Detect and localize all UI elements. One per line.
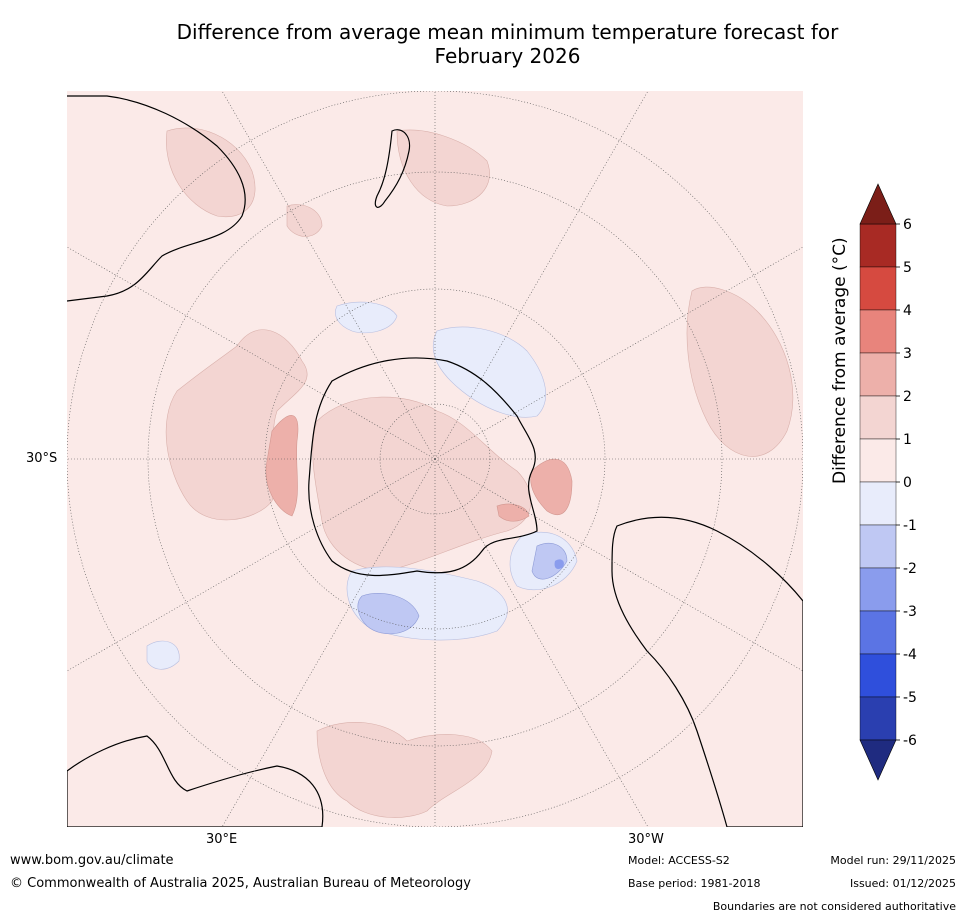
title-line-2: February 2026: [434, 44, 581, 68]
anomaly-region-antarctic-plateau: [312, 396, 532, 572]
footer-model: Model: ACCESS-S2: [628, 854, 730, 867]
colorbar-tick-label: 3: [903, 346, 912, 362]
anomaly-region-pacific: [396, 129, 490, 207]
colorbar-segment: [859, 266, 897, 311]
anomaly-region-antarctic-coast-west: [265, 415, 299, 517]
colorbar-segment: [859, 524, 897, 569]
anomaly-region-kerguelen: [357, 593, 420, 635]
map-title: Difference from average mean minimum tem…: [60, 20, 955, 68]
colorbar-segment: [859, 481, 897, 526]
south-america-coastline: [611, 516, 803, 827]
colorbar-title: Difference from average (°C): [830, 237, 850, 484]
lat-circle-45s: [147, 171, 723, 747]
colorbar-segment: [859, 610, 897, 655]
colorbar-segment: [859, 223, 897, 268]
anomaly-region-tasman: [166, 127, 256, 218]
anomaly-region-cold-core: [554, 559, 564, 569]
colorbar-segment: [859, 352, 897, 397]
colorbar-under-arrow: [859, 739, 897, 781]
lon-line-30w: [434, 458, 649, 827]
colorbar-ticks: 6 5 4 3 2 1 0 -1 -2 -3 -4 -5 -6: [896, 217, 917, 749]
colorbar-over-arrow: [859, 183, 897, 225]
lon-line-150e: [221, 91, 436, 460]
colorbar-segment: [859, 653, 897, 698]
colorbar-tick-label: 6: [903, 217, 912, 233]
lat-label-30s: 30°S: [26, 451, 58, 466]
anomaly-region-south-atlantic-core: [531, 542, 568, 580]
colorbar-tick-label: 0: [903, 475, 912, 491]
anomaly-region-indian-small: [146, 640, 180, 670]
colorbar-tick-label: -2: [903, 561, 917, 577]
africa-coastline: [67, 735, 324, 827]
colorbar-segment: [859, 567, 897, 612]
anomaly-region-atlantic: [686, 286, 794, 457]
colorbar-segment: [859, 395, 897, 440]
colorbar-segment: [859, 309, 897, 354]
anomaly-region-drake: [530, 458, 573, 516]
lon-label-30e: 30°E: [206, 832, 238, 847]
lat-circle-60s: [264, 288, 606, 630]
title-line-1: Difference from average mean minimum tem…: [176, 20, 839, 44]
colorbar-tick-label: 2: [903, 389, 912, 405]
colorbar-segment: [859, 696, 897, 741]
footer-url[interactable]: www.bom.gov.au/climate: [10, 853, 174, 868]
lon-line-30e: [221, 458, 436, 827]
anomaly-region-ross-sea: [432, 326, 546, 418]
polar-map: [67, 91, 803, 827]
colorbar: 6 5 4 3 2 1 0 -1 -2 -3 -4 -5 -6: [859, 183, 917, 781]
colorbar-tick-label: -3: [903, 604, 917, 620]
longitude-grid: [67, 91, 803, 827]
antarctica-coastline: [308, 357, 538, 576]
colorbar-tick-label: -5: [903, 690, 917, 706]
colorbar-tick-label: 4: [903, 303, 912, 319]
lon-line-150w: [434, 91, 649, 460]
footer-issued: Issued: 01/12/2025: [849, 877, 956, 890]
colorbar-tick-label: -6: [903, 733, 917, 749]
colorbar-tick-label: -1: [903, 518, 917, 534]
cool-anomaly-minus1-minus2: [357, 542, 568, 635]
footer-copyright: © Commonwealth of Australia 2025, Austra…: [10, 876, 471, 891]
colorbar-tick-label: 1: [903, 432, 912, 448]
warm-anomaly-2-3: [265, 415, 573, 522]
new-zealand-coastline: [374, 129, 411, 208]
lon-label-30w: 30°W: [628, 832, 664, 847]
anomaly-region-small: [286, 204, 323, 237]
footer-model-run: Model run: 29/11/2025: [830, 854, 956, 867]
australia-coastline: [67, 95, 246, 302]
colorbar-tick-label: 5: [903, 260, 912, 276]
anomaly-region-africa-south: [316, 722, 493, 818]
footer-base-period: Base period: 1981-2018: [628, 877, 761, 890]
colorbar-segment: [859, 438, 897, 483]
colorbar-tick-label: -4: [903, 647, 917, 663]
colorbar-segments: [859, 223, 897, 741]
footer-disclaimer: Boundaries are not considered authoritat…: [712, 900, 956, 913]
